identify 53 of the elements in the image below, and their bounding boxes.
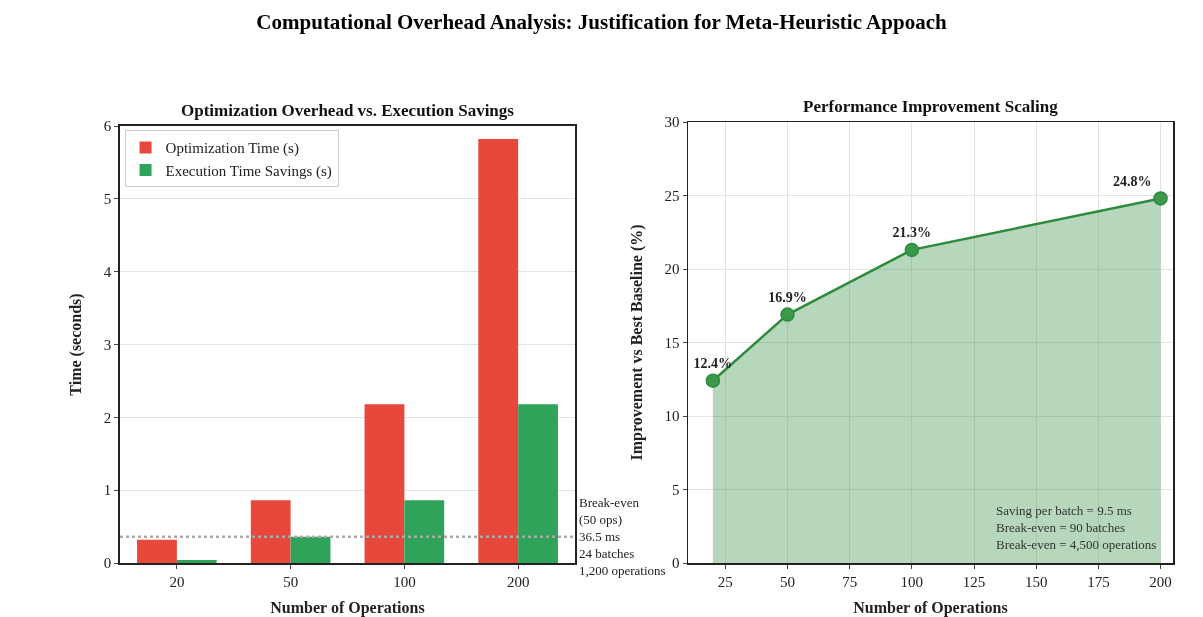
x-tick-label: 125: [962, 573, 986, 590]
y-tick-label: 20: [664, 261, 680, 278]
y-tick-label: 3: [103, 336, 112, 353]
x-tick-label: 25: [717, 573, 733, 590]
bar: [176, 560, 217, 563]
x-tick-label: 200: [506, 573, 530, 590]
bar: [364, 404, 405, 563]
y-tick-label: 5: [103, 191, 112, 208]
bar: [478, 139, 519, 563]
bar: [404, 500, 445, 563]
y-tick-label: 25: [664, 187, 680, 204]
point: [1153, 191, 1168, 206]
x-tick-label: 75: [842, 573, 858, 590]
x-tick-label: 20: [169, 573, 185, 590]
y-tick-label: 2: [103, 409, 112, 426]
data-label: 21.3%: [892, 225, 932, 241]
y-tick-label: 1: [103, 482, 112, 499]
y-tick-label: 30: [664, 114, 680, 131]
legend-label: Optimization Time (s): [165, 140, 299, 158]
y-tick-label: 15: [664, 334, 680, 351]
data-label: 12.4%: [693, 356, 733, 372]
x-axis-title: Number of Operations: [853, 599, 1008, 617]
y-tick-label: 10: [664, 408, 680, 425]
bar: [250, 500, 291, 563]
legend-label: Execution Time Savings (s): [165, 162, 332, 180]
x-tick-label: 50: [283, 573, 299, 590]
point: [904, 242, 920, 258]
ref-line-label: Break-even (50 ops) 36.5 ms 24 batches 1,200 operations: [579, 495, 666, 578]
data-label: 16.9%: [768, 289, 807, 305]
x-tick-label: 200: [1149, 573, 1172, 590]
chart-subtitle: Optimization Overhead vs. Execution Savings: [181, 101, 515, 120]
chart-title: Computational Overhead Analysis: Justification for Meta-Heuristic Appoach: [255, 10, 948, 35]
x-tick-label: 150: [1024, 573, 1048, 590]
point: [780, 307, 795, 322]
y-tick-label: 0: [103, 555, 112, 572]
bar: [290, 536, 331, 563]
x-axis-title: Number of Operations: [270, 599, 425, 617]
x-tick-label: 50: [779, 573, 795, 590]
point: [705, 373, 721, 388]
chart-subtitle: Performance Improvement Scaling: [803, 97, 1059, 116]
bar: [518, 404, 558, 563]
bar: [137, 539, 177, 563]
x-tick-label: 100: [393, 573, 416, 590]
y-tick-label: 0: [672, 555, 680, 572]
data-label: 24.8%: [1112, 173, 1152, 189]
y-tick-label: 4: [103, 263, 112, 280]
y-tick-label: 5: [672, 481, 680, 498]
annotation: Saving per batch = 9.5 ms Break-even = 90 batches Break-even = 4,500 operations: [996, 503, 1157, 552]
x-tick-label: 175: [1087, 573, 1110, 590]
y-axis-title: Time (seconds): [67, 293, 86, 396]
y-tick-label: 6: [103, 118, 112, 135]
x-tick-label: 100: [900, 573, 924, 590]
y-axis-title: Improvement vs Best Baseline (%): [627, 224, 646, 461]
